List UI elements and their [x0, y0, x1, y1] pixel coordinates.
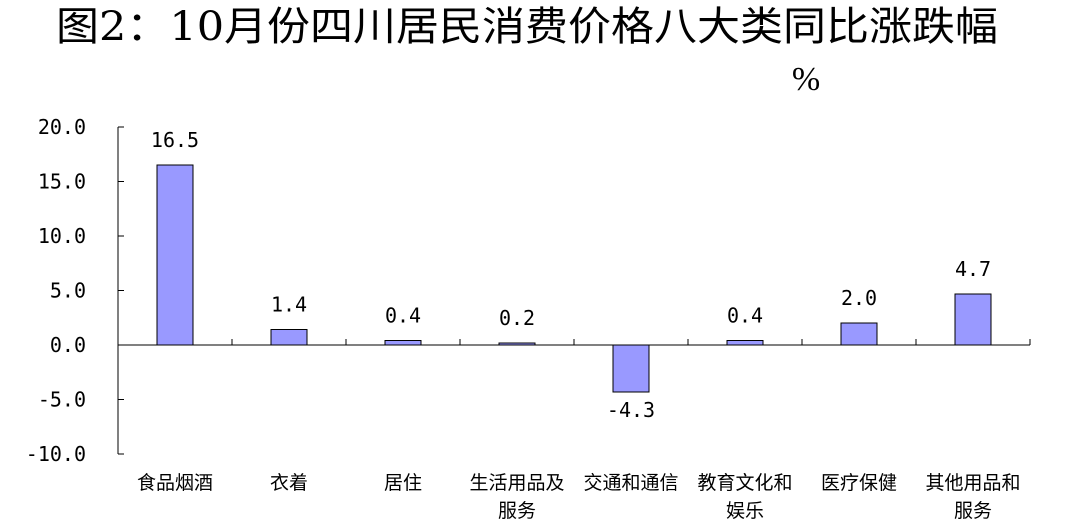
category-label: 其他用品和 — [925, 472, 1020, 494]
data-label: 1.4 — [271, 293, 307, 317]
category-label: 衣着 — [270, 472, 308, 494]
y-axis: 20.0 15.0 10.0 5.0 0.0 -5.0 -10.0 — [26, 115, 124, 466]
category-label: 服务 — [954, 500, 992, 522]
bar — [156, 164, 194, 346]
category-label: 食品烟酒 — [137, 472, 213, 494]
y-tick-label: -5.0 — [38, 388, 86, 412]
category-label: 居住 — [384, 472, 422, 494]
category-label: 教育文化和 — [697, 472, 792, 494]
bar — [498, 342, 536, 346]
data-label: -4.3 — [607, 398, 655, 422]
y-tick-label: 5.0 — [50, 279, 86, 303]
bar — [270, 329, 308, 346]
bars — [156, 164, 992, 393]
bar — [384, 340, 422, 346]
data-label: 0.4 — [727, 304, 763, 328]
y-tick-label: -10.0 — [26, 442, 86, 466]
category-label: 生活用品及 — [469, 472, 564, 494]
x-axis — [118, 339, 1031, 346]
category-label: 服务 — [498, 500, 536, 522]
data-labels: 16.5 1.4 0.4 0.2 -4.3 0.4 2.0 4.7 — [151, 128, 991, 422]
bar — [840, 322, 878, 346]
y-tick-label: 20.0 — [38, 115, 86, 139]
bar — [954, 293, 992, 346]
category-label: 交通和通信 — [583, 472, 678, 494]
data-label: 16.5 — [151, 128, 199, 152]
data-label: 2.0 — [841, 286, 877, 310]
y-tick-label: 0.0 — [50, 333, 86, 357]
data-label: 0.4 — [385, 304, 421, 328]
bar — [612, 344, 650, 393]
chart-unit: % — [792, 61, 820, 98]
data-label: 4.7 — [955, 257, 991, 281]
data-label: 0.2 — [499, 306, 535, 330]
category-label: 娱乐 — [726, 500, 764, 522]
bar — [726, 340, 764, 346]
y-tick-label: 15.0 — [38, 170, 86, 194]
category-label: 医疗保健 — [821, 472, 897, 494]
y-tick-label: 10.0 — [38, 224, 86, 248]
chart-title: 图2：10月份四川居民消费价格八大类同比涨跌幅 — [56, 4, 998, 50]
